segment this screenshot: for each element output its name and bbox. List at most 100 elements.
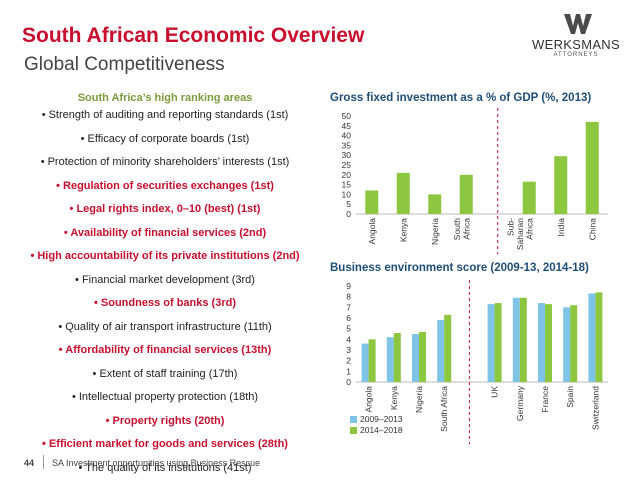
y-tick-label: 25 — [342, 160, 352, 170]
business-chart-title: Business environment score (2009-13, 201… — [330, 262, 589, 274]
x-tick-label: Africa — [524, 218, 534, 240]
ranking-item: • Extent of staff training (17th) — [92, 367, 238, 380]
bar-series-2009-2013 — [412, 334, 419, 382]
x-tick-label: Spain — [565, 386, 575, 408]
logo-tagline: ATTORNEYS — [553, 52, 599, 58]
bar-series-2014-2018 — [368, 339, 376, 382]
x-tick-label: Africa — [461, 218, 471, 240]
y-tick-label: 30 — [342, 150, 352, 160]
x-tick-label-group: Angola — [367, 218, 377, 245]
page-title: South African Economic Overview — [22, 24, 365, 47]
page-subtitle: Global Competitiveness — [24, 54, 225, 75]
footer-text: SA Investment opportunities using Busine… — [52, 458, 261, 468]
bar-series-2014-2018 — [444, 314, 452, 382]
y-tick-label: 7 — [346, 302, 351, 312]
y-tick-label: 8 — [346, 292, 351, 302]
x-tick-label-group: Nigeria — [430, 218, 440, 245]
bar — [459, 174, 473, 214]
bar-series-2009-2013 — [588, 293, 596, 382]
x-tick-label: South — [452, 218, 462, 240]
x-tick-label-group: Kenya — [398, 218, 408, 242]
x-tick-label: Kenya — [389, 386, 399, 410]
footer-divider — [43, 455, 44, 469]
x-tick-label-group: China — [587, 218, 597, 240]
logo-mark-icon — [564, 14, 592, 34]
legend-label: 2009–2013 — [360, 414, 403, 424]
y-tick-label: 5 — [346, 199, 351, 209]
y-tick-label: 2 — [346, 356, 351, 366]
ranking-item: • Property rights (20th) — [105, 414, 225, 427]
ranking-heading: South Africa’s high ranking areas — [77, 92, 253, 104]
bar-series-2009-2013 — [538, 303, 545, 382]
bar-series-2009-2013 — [487, 304, 495, 382]
bar-series-2014-2018 — [393, 332, 401, 382]
x-tick-label-group: Sub- Saharan Africa — [505, 218, 534, 250]
x-tick-label: Germany — [515, 385, 525, 421]
werksmans-logo: WERKSMANS ATTORNEYS — [528, 12, 624, 64]
x-tick-label: India — [556, 218, 566, 237]
ranking-item: • The quality of its institutions (41st) — [78, 461, 252, 474]
y-tick-label: 4 — [346, 334, 351, 344]
investment-chart-title: Gross fixed investment as a % of GDP (%,… — [330, 92, 592, 104]
bar-series-2009-2013 — [386, 337, 394, 382]
x-tick-label: Kenya — [398, 218, 408, 242]
bar-series-2009-2013 — [361, 343, 369, 382]
ranking-item: • Efficacy of corporate boards (1st) — [80, 132, 250, 145]
ranking-item: • High accountability of its private ins… — [30, 250, 300, 262]
legend-label: 2014–2018 — [360, 425, 403, 435]
bar-series-2014-2018 — [545, 304, 552, 382]
x-tick-label: Angola — [367, 218, 377, 245]
bar-series-2009-2013 — [512, 297, 520, 382]
ranking-item: • Protection of minority shareholders’ i… — [40, 156, 290, 168]
ranking-item: • Intellectual property protection (18th… — [71, 391, 259, 403]
legend-swatch — [350, 427, 357, 434]
y-tick-label: 20 — [342, 170, 352, 180]
y-tick-label: 50 — [342, 111, 352, 121]
y-tick-label: 0 — [346, 377, 351, 387]
x-tick-label: China — [587, 218, 597, 240]
ranking-list: • Strength of auditing and reporting sta… — [20, 108, 310, 484]
bar-series-2009-2013 — [437, 320, 445, 382]
x-tick-label: Sub- — [505, 218, 515, 236]
bar — [428, 194, 442, 214]
ranking-item: • Availability of financial services (2n… — [63, 226, 267, 239]
ranking-item: • Strength of auditing and reporting sta… — [41, 109, 289, 121]
x-tick-label: UK — [490, 386, 500, 398]
x-tick-label: Nigeria — [414, 386, 424, 413]
bar-series-2014-2018 — [494, 303, 502, 382]
ranking-item: • Regulation of securities exchanges (1s… — [56, 179, 274, 192]
ranking-item: • Quality of air transport infrastructur… — [58, 320, 272, 333]
x-tick-label: South Africa — [439, 386, 449, 432]
x-tick-label: Switzerland — [590, 386, 600, 430]
page-number: 44 — [24, 458, 35, 468]
x-tick-label: Nigeria — [430, 218, 440, 245]
x-tick-label-group: South Africa — [452, 218, 472, 240]
bar — [554, 156, 568, 214]
bar-series-2014-2018 — [595, 292, 603, 382]
y-tick-label: 3 — [346, 345, 351, 355]
ranking-item: • Financial market development (3rd) — [75, 273, 255, 286]
bar — [585, 121, 599, 214]
bar-series-2014-2018 — [519, 297, 527, 382]
ranking-item: • Efficient market for goods and service… — [42, 438, 288, 450]
x-tick-label: Saharan — [515, 218, 525, 250]
ranking-item: • Soundness of banks (3rd) — [94, 297, 236, 309]
y-tick-label: 1 — [346, 366, 351, 376]
bar-series-2009-2013 — [563, 307, 571, 382]
logo-name: WERKSMANS — [532, 37, 620, 52]
y-tick-label: 35 — [342, 140, 352, 150]
x-tick-label: Angola — [364, 386, 374, 413]
ranking-item: • Legal rights index, 0–10 (best) (1st) — [69, 203, 261, 215]
bar — [396, 172, 410, 214]
y-tick-label: 45 — [342, 121, 352, 131]
y-tick-label: 10 — [342, 189, 352, 199]
y-tick-label: 0 — [346, 209, 351, 219]
y-tick-label: 9 — [346, 281, 351, 291]
x-tick-label: France — [540, 386, 550, 413]
bar — [365, 190, 379, 214]
y-tick-label: 5 — [346, 324, 351, 334]
y-tick-label: 15 — [342, 180, 352, 190]
ranking-item: • Affordability of financial services (1… — [58, 344, 272, 356]
